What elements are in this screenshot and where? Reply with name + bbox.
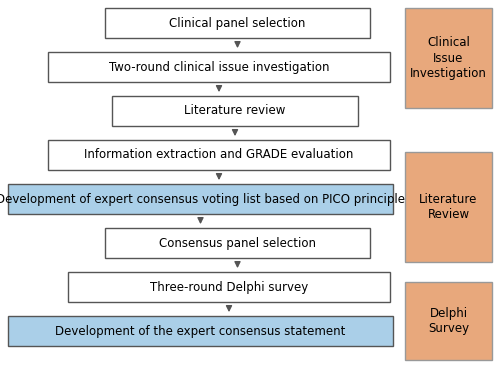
Text: Clinical panel selection: Clinical panel selection <box>170 16 306 30</box>
Bar <box>8 316 393 346</box>
Text: Literature review: Literature review <box>184 104 286 118</box>
Bar <box>105 8 370 38</box>
Text: Development of expert consensus voting list based on PICO principle: Development of expert consensus voting l… <box>0 192 405 205</box>
Text: Development of the expert consensus statement: Development of the expert consensus stat… <box>56 324 346 338</box>
Bar <box>68 272 390 302</box>
Text: Literature
Review: Literature Review <box>420 193 478 221</box>
Bar <box>105 228 370 258</box>
Bar <box>8 184 393 214</box>
Text: Information extraction and GRADE evaluation: Information extraction and GRADE evaluat… <box>84 149 353 161</box>
Text: Consensus panel selection: Consensus panel selection <box>159 237 316 250</box>
Bar <box>405 8 492 108</box>
Bar <box>48 140 390 170</box>
Bar <box>48 52 390 82</box>
Text: Delphi
Survey: Delphi Survey <box>428 307 469 335</box>
Text: Two-round clinical issue investigation: Two-round clinical issue investigation <box>109 61 329 73</box>
Text: Three-round Delphi survey: Three-round Delphi survey <box>150 280 308 293</box>
Bar <box>405 152 492 262</box>
Text: Clinical
Issue
Investigation: Clinical Issue Investigation <box>410 36 487 80</box>
Bar <box>112 96 358 126</box>
Bar <box>405 282 492 360</box>
